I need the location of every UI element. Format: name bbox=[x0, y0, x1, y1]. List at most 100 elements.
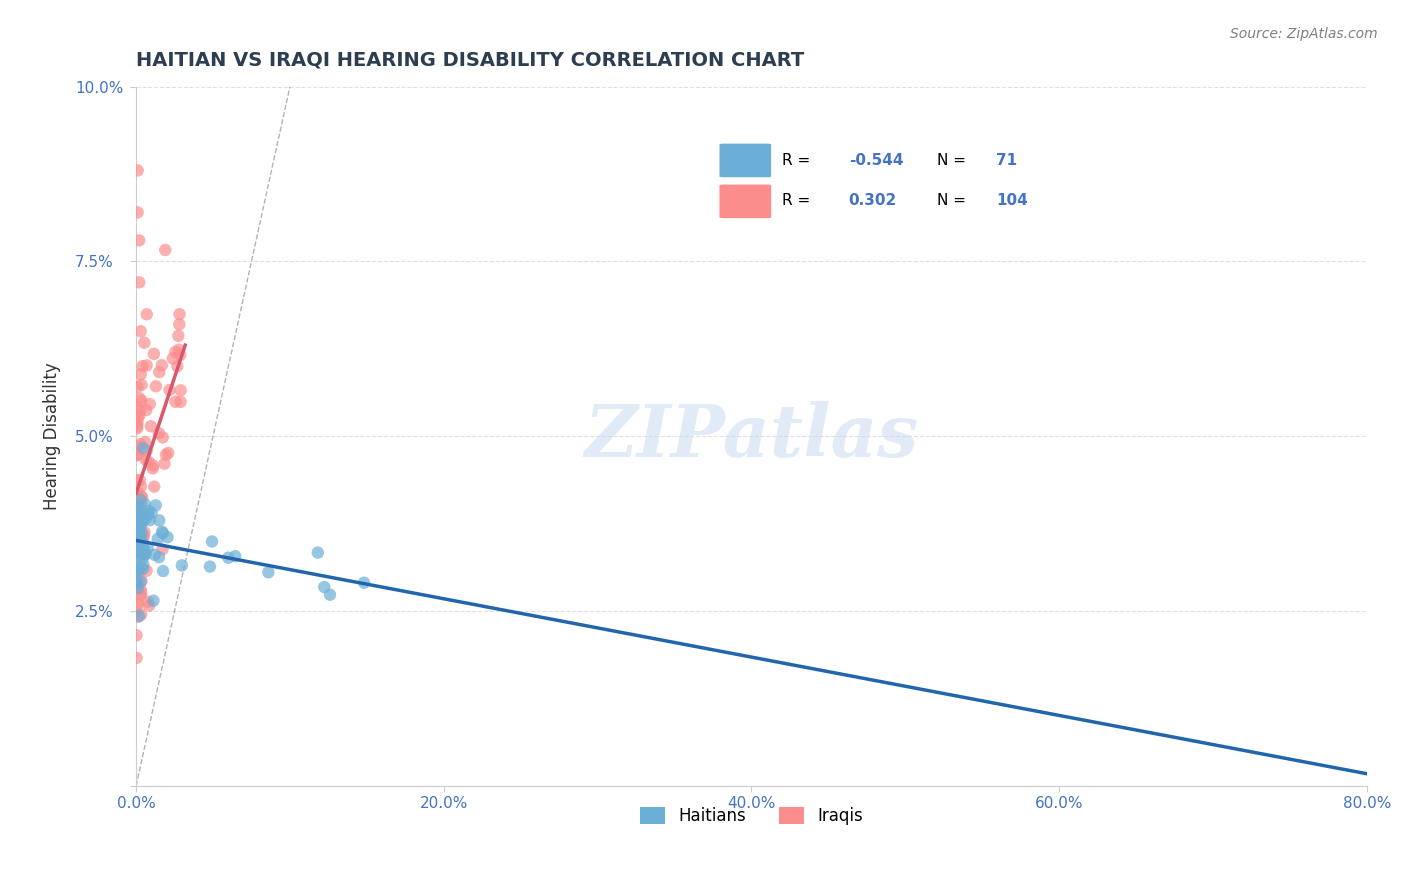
Iraqis bbox=[152, 430, 174, 444]
Iraqis bbox=[125, 628, 148, 642]
Text: ZIPatlas: ZIPatlas bbox=[585, 401, 918, 472]
Iraqis bbox=[134, 335, 156, 350]
Iraqis bbox=[135, 307, 157, 321]
Haitians bbox=[128, 524, 150, 539]
Haitians bbox=[170, 558, 193, 573]
Iraqis bbox=[125, 570, 148, 584]
Haitians bbox=[125, 501, 148, 516]
Iraqis bbox=[125, 491, 148, 506]
Iraqis bbox=[169, 395, 191, 409]
Iraqis bbox=[135, 564, 157, 578]
Haitians bbox=[319, 588, 342, 602]
Iraqis bbox=[157, 446, 180, 460]
Iraqis bbox=[127, 523, 149, 537]
Iraqis bbox=[134, 435, 156, 450]
Iraqis bbox=[169, 318, 191, 332]
Haitians bbox=[139, 513, 162, 527]
Iraqis bbox=[127, 163, 149, 178]
Haitians bbox=[152, 526, 174, 541]
Iraqis bbox=[132, 547, 155, 561]
Iraqis bbox=[138, 599, 160, 613]
Iraqis bbox=[166, 359, 188, 374]
Iraqis bbox=[162, 351, 184, 366]
Iraqis bbox=[125, 489, 148, 503]
Iraqis bbox=[128, 403, 150, 417]
Iraqis bbox=[169, 348, 191, 362]
Haitians bbox=[128, 527, 150, 541]
Iraqis bbox=[125, 498, 148, 512]
Haitians bbox=[217, 550, 239, 565]
Haitians bbox=[132, 562, 155, 576]
Iraqis bbox=[165, 345, 187, 359]
Iraqis bbox=[127, 508, 149, 523]
Iraqis bbox=[155, 243, 177, 257]
Haitians bbox=[127, 509, 149, 524]
Iraqis bbox=[127, 416, 149, 430]
Iraqis bbox=[167, 343, 190, 357]
Iraqis bbox=[143, 480, 166, 494]
Haitians bbox=[138, 504, 160, 518]
Haitians bbox=[125, 540, 148, 554]
Haitians bbox=[353, 575, 375, 590]
Haitians bbox=[132, 541, 155, 555]
Iraqis bbox=[129, 563, 152, 577]
Haitians bbox=[142, 593, 165, 607]
Haitians bbox=[257, 566, 280, 580]
Iraqis bbox=[142, 461, 165, 475]
Haitians bbox=[125, 534, 148, 549]
Legend: Haitians, Iraqis: Haitians, Iraqis bbox=[631, 798, 872, 833]
Haitians bbox=[150, 524, 173, 539]
Iraqis bbox=[127, 205, 149, 219]
Iraqis bbox=[132, 532, 155, 546]
Iraqis bbox=[134, 524, 156, 539]
Haitians bbox=[125, 525, 148, 540]
Haitians bbox=[145, 499, 167, 513]
Haitians bbox=[146, 532, 169, 546]
Iraqis bbox=[170, 384, 193, 398]
Iraqis bbox=[128, 392, 150, 406]
Haitians bbox=[125, 576, 148, 591]
Haitians bbox=[136, 541, 159, 555]
Haitians bbox=[314, 580, 336, 594]
Haitians bbox=[125, 576, 148, 591]
Iraqis bbox=[155, 448, 177, 462]
Haitians bbox=[127, 563, 149, 577]
Iraqis bbox=[132, 529, 155, 543]
Iraqis bbox=[129, 437, 152, 451]
Haitians bbox=[129, 574, 152, 589]
Iraqis bbox=[159, 383, 181, 397]
Iraqis bbox=[131, 393, 153, 408]
Haitians bbox=[127, 542, 149, 557]
Iraqis bbox=[129, 582, 152, 596]
Iraqis bbox=[129, 527, 152, 541]
Iraqis bbox=[139, 419, 162, 434]
Iraqis bbox=[127, 448, 149, 462]
Iraqis bbox=[128, 408, 150, 422]
Iraqis bbox=[138, 397, 160, 411]
Haitians bbox=[136, 507, 159, 521]
Haitians bbox=[125, 564, 148, 578]
Iraqis bbox=[135, 444, 157, 458]
Iraqis bbox=[131, 377, 153, 392]
Iraqis bbox=[125, 447, 148, 461]
Haitians bbox=[128, 608, 150, 623]
Iraqis bbox=[127, 537, 149, 551]
Iraqis bbox=[125, 549, 148, 563]
Iraqis bbox=[148, 365, 170, 379]
Haitians bbox=[128, 536, 150, 550]
Haitians bbox=[131, 513, 153, 527]
Iraqis bbox=[125, 544, 148, 558]
Haitians bbox=[129, 530, 152, 544]
Iraqis bbox=[127, 598, 149, 612]
Haitians bbox=[127, 499, 149, 513]
Haitians bbox=[131, 546, 153, 560]
Iraqis bbox=[125, 535, 148, 549]
Iraqis bbox=[135, 359, 157, 373]
Haitians bbox=[127, 540, 149, 554]
Haitians bbox=[141, 506, 163, 520]
Iraqis bbox=[152, 542, 174, 557]
Haitians bbox=[127, 551, 149, 566]
Haitians bbox=[148, 513, 170, 527]
Iraqis bbox=[127, 500, 149, 514]
Iraqis bbox=[129, 489, 152, 503]
